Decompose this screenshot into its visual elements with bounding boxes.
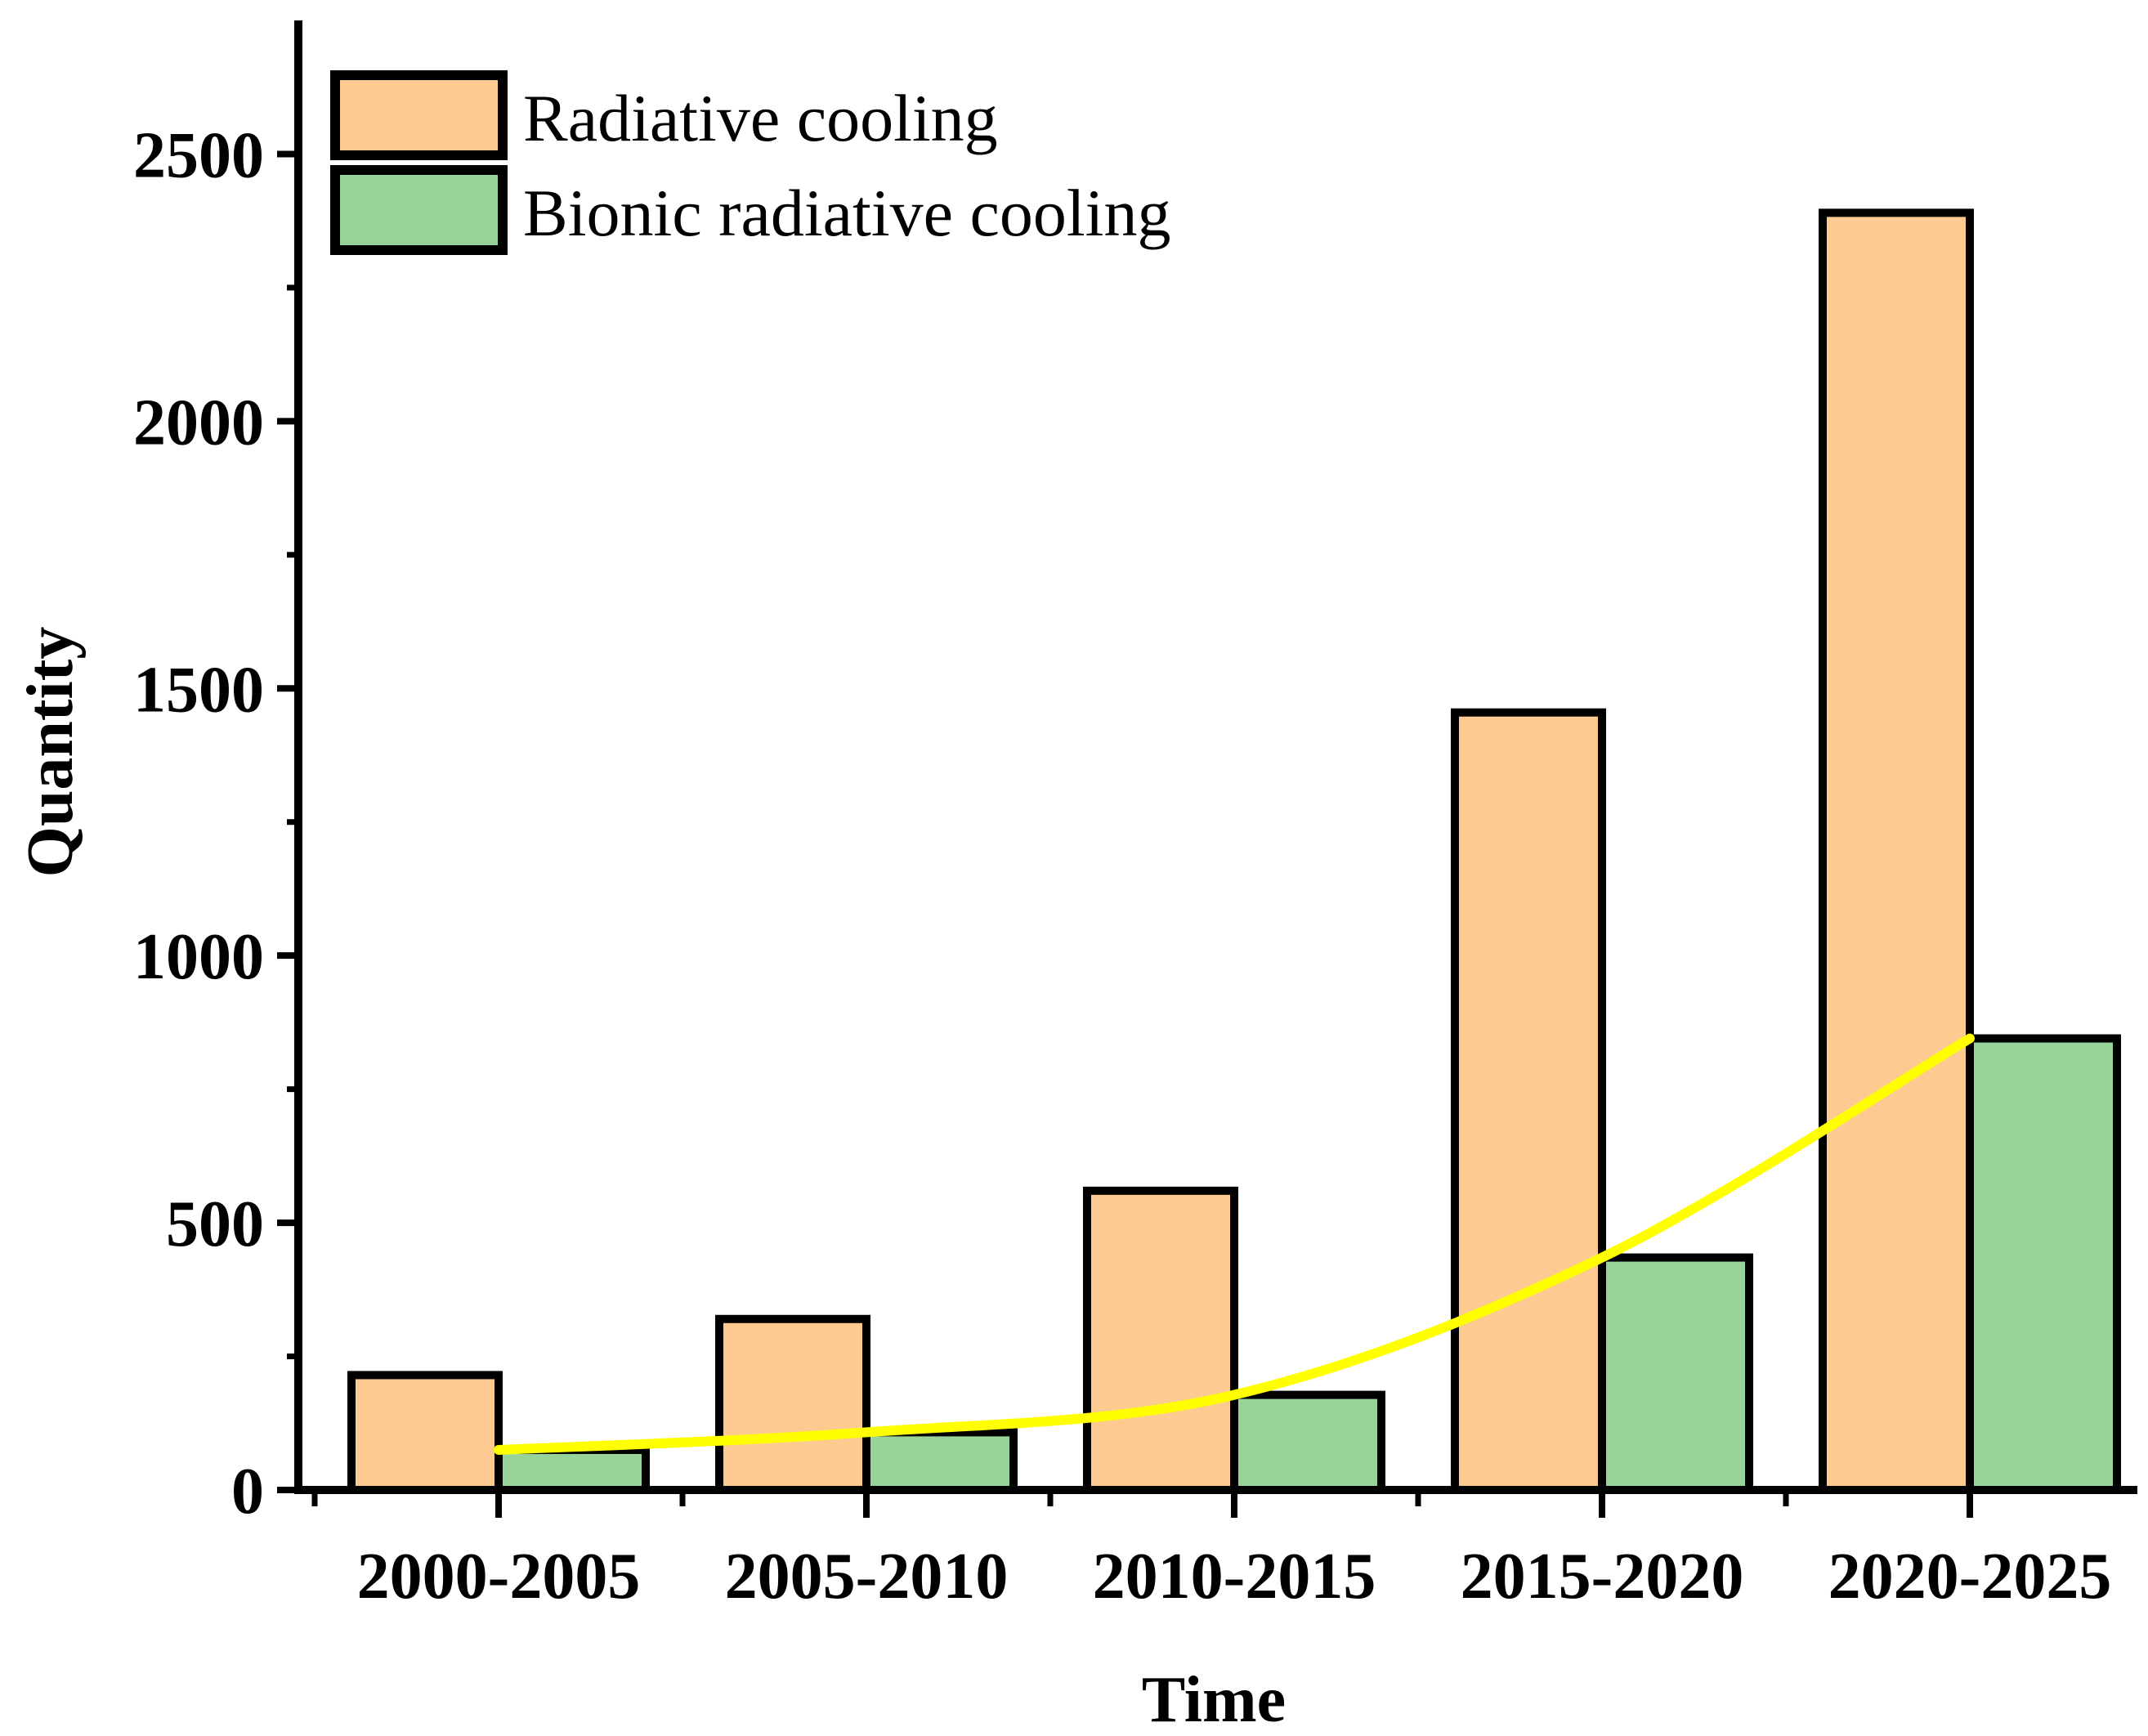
bar-radiative-cooling-2010-2015 (1083, 1186, 1238, 1494)
x-axis-title: Time (1142, 1664, 1286, 1736)
bar-bionic-radiative-cooling-2020-2025 (1966, 1034, 2121, 1495)
x-tick-label: 2010-2015 (1093, 1541, 1376, 1613)
y-tick-label: 500 (166, 1188, 264, 1260)
legend-swatch-bionic-radiative-cooling (330, 165, 508, 255)
x-tick-label: 2005-2010 (725, 1541, 1009, 1613)
trend-layer (494, 1033, 1975, 1455)
y-tick-label: 1500 (133, 654, 264, 726)
bar-bionic-radiative-cooling-2000-2005 (494, 1445, 650, 1494)
bar-radiative-cooling-2015-2020 (1451, 708, 1606, 1494)
bars-layer (347, 208, 2121, 1495)
bar-radiative-cooling-2000-2005 (347, 1371, 503, 1494)
y-axis-title: Quantity (15, 627, 87, 878)
legend-swatch-radiative-cooling (330, 70, 508, 160)
bar-bionic-radiative-cooling-2005-2010 (862, 1428, 1018, 1495)
bar-bionic-radiative-cooling-2015-2020 (1598, 1253, 1753, 1495)
axes-layer: 0 500 1000 1500 2000 2500 2000-2005 2005-2010 20… (133, 20, 2137, 1613)
x-tick-label: 2015-2020 (1461, 1541, 1744, 1613)
bar-radiative-cooling-2005-2010 (715, 1314, 870, 1495)
trend-line (494, 1033, 1975, 1455)
legend: Radiative cooling Bionic radiative cooli… (330, 70, 1170, 255)
x-tick-label: 2000-2005 (357, 1541, 641, 1613)
legend-label-bionic-radiative-cooling: Bionic radiative cooling (523, 176, 1170, 250)
x-tick-label: 2020-2025 (1828, 1541, 2112, 1613)
y-tick-label: 2000 (133, 387, 264, 459)
y-tick-label: 2500 (133, 119, 264, 191)
y-tick-label: 1000 (133, 921, 264, 993)
bar-bionic-radiative-cooling-2010-2015 (1230, 1390, 1385, 1494)
legend-label-radiative-cooling: Radiative cooling (523, 81, 998, 155)
y-tick-label: 0 (231, 1456, 264, 1528)
bar-radiative-cooling-2020-2025 (1819, 208, 1974, 1495)
